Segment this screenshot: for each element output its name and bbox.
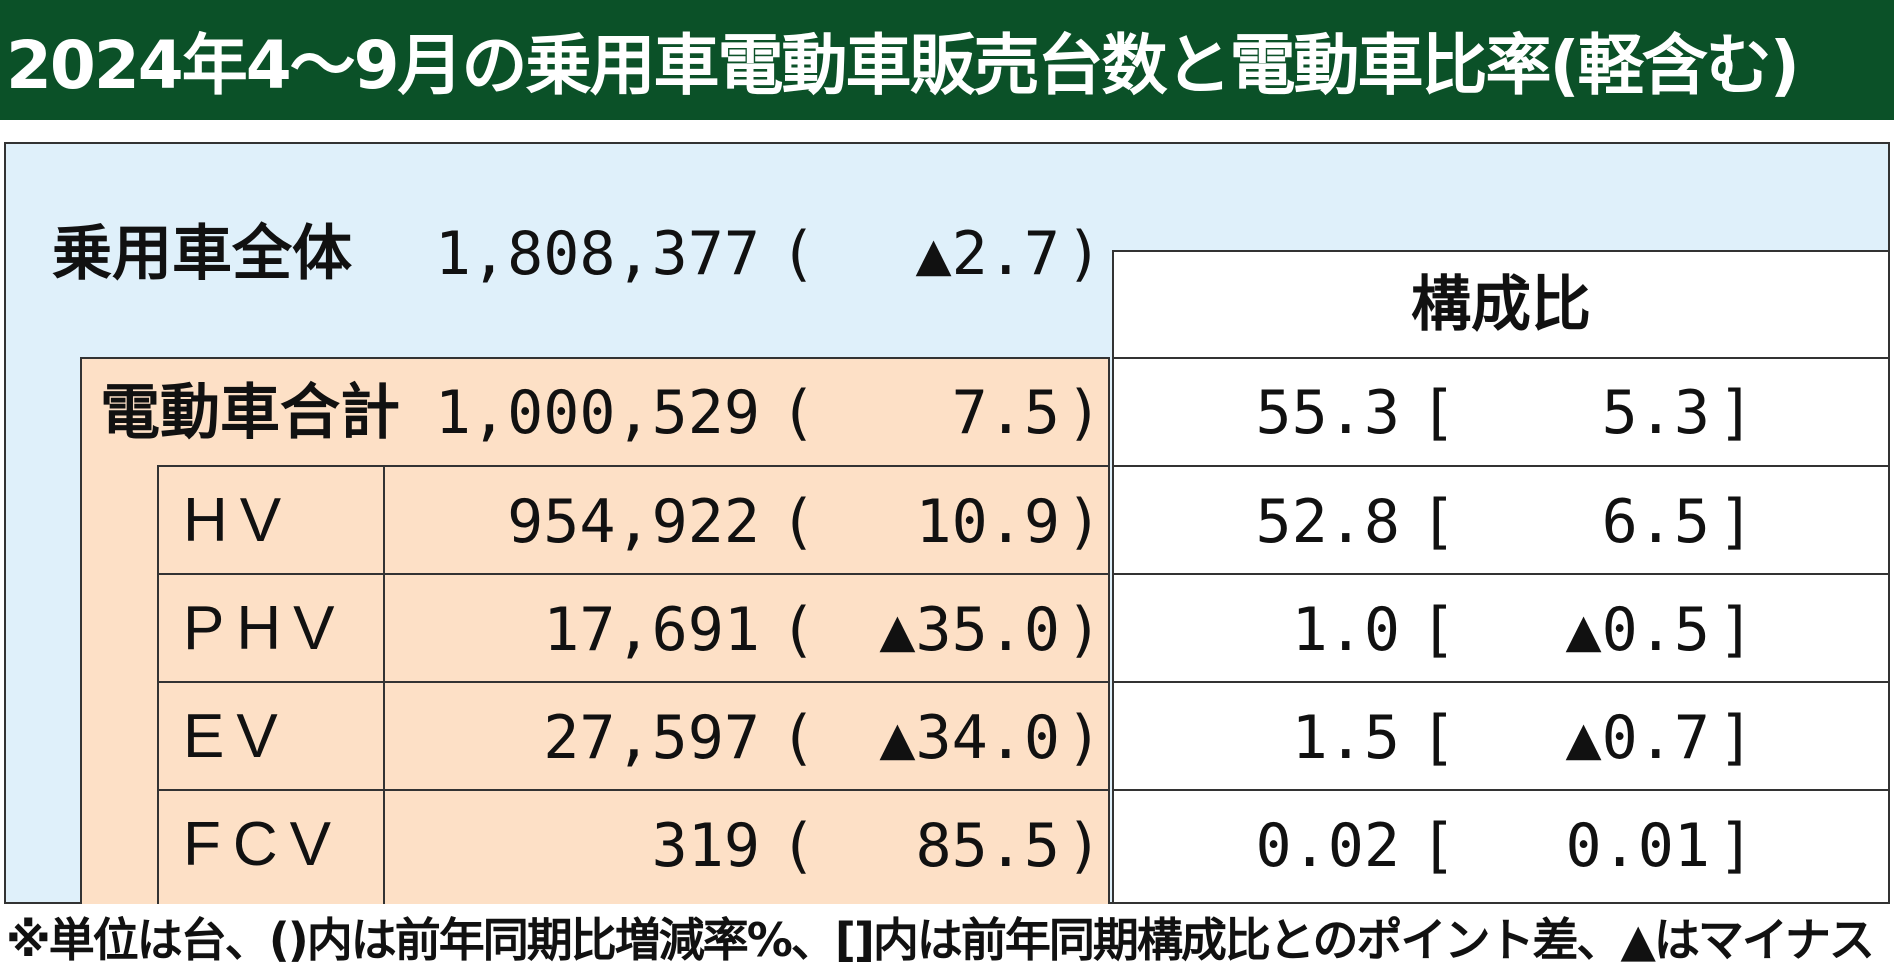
composition-ratio-table	[1112, 250, 1890, 904]
footnote: ※単位は台、()内は前年同期比増減率%、[]内は前年同期構成比とのポイント差、▲…	[6, 905, 1890, 969]
row-share-ev: 1.5	[1291, 703, 1400, 773]
row-share-hv: 52.8	[1255, 487, 1401, 557]
ratio-header-divider	[1112, 357, 1890, 359]
row-share-phv: 1.0	[1291, 595, 1400, 665]
electric-total-share: 55.3	[1255, 378, 1401, 448]
bracket-open: [	[1420, 703, 1457, 773]
ratio-row-divider	[1112, 465, 1890, 467]
row-yoy-phv: ▲35.0	[879, 595, 1060, 665]
bracket-open: [	[1420, 378, 1457, 448]
total-label: 乗用車全体	[52, 219, 352, 289]
paren-open: (	[780, 703, 817, 773]
bracket-open: [	[1420, 811, 1457, 881]
paren-open: (	[780, 487, 817, 557]
row-yoy-ev: ▲34.0	[879, 703, 1060, 773]
total-paren-close: )	[1066, 219, 1103, 289]
total-yoy: ▲2.7	[915, 219, 1061, 289]
row-share-diff-ev: ▲0.7	[1565, 703, 1711, 773]
bracket-open: [	[1420, 487, 1457, 557]
total-units: 1,808,377	[434, 219, 760, 289]
bracket-close: ]	[1718, 595, 1755, 665]
ratio-row-divider	[1112, 681, 1890, 683]
electric-vehicle-section	[80, 357, 1110, 904]
paren-close: )	[1066, 595, 1103, 665]
row-label-hv: HV	[183, 486, 294, 555]
paren-open: (	[780, 595, 817, 665]
title-text: 2024年4〜9月の乗用車電動車販売台数と電動車比率(軽含む)	[6, 27, 1800, 104]
row-yoy-fcv: 85.5	[915, 811, 1061, 881]
electric-total-units: 1,000,529	[434, 378, 760, 448]
row-divider	[157, 681, 1110, 683]
paren-open: (	[780, 811, 817, 881]
row-units-fcv: 319	[651, 811, 760, 881]
ratio-row-divider	[1112, 789, 1890, 791]
row-share-diff-fcv: 0.01	[1565, 811, 1711, 881]
ratio-header: 構成比	[1411, 270, 1591, 340]
ratio-row-divider	[1112, 573, 1890, 575]
page-title: 2024年4〜9月の乗用車電動車販売台数と電動車比率(軽含む)	[0, 0, 1894, 120]
total-paren-open: (	[780, 219, 817, 289]
paren-close: )	[1066, 703, 1103, 773]
row-units-hv: 954,922	[507, 487, 760, 557]
row-units-phv: 17,691	[543, 595, 760, 665]
bracket-close: ]	[1718, 487, 1755, 557]
row-divider	[157, 573, 1110, 575]
row-yoy-hv: 10.9	[915, 487, 1061, 557]
bracket-open: [	[1420, 595, 1457, 665]
footnote-text: ※単位は台、()内は前年同期比増減率%、[]内は前年同期構成比とのポイント差、▲…	[6, 913, 1875, 967]
row-label-phv: PHV	[183, 594, 347, 663]
electric-total-yoy: 7.5	[951, 378, 1060, 448]
row-label-ev: EV	[183, 702, 290, 771]
row-share-diff-hv: 6.5	[1601, 487, 1710, 557]
row-divider	[157, 789, 1110, 791]
paren-close: )	[1066, 487, 1103, 557]
row-divider	[157, 465, 1110, 467]
electric-total-label: 電動車合計	[100, 378, 400, 448]
row-units-ev: 27,597	[543, 703, 760, 773]
paren-close: )	[1066, 811, 1103, 881]
row-share-diff-phv: ▲0.5	[1565, 595, 1711, 665]
electric-breakdown-table	[157, 465, 1112, 904]
bracket-close: ]	[1718, 703, 1755, 773]
bracket-close: ]	[1718, 378, 1755, 448]
paren-open: (	[780, 378, 817, 448]
row-share-fcv: 0.02	[1255, 811, 1401, 881]
paren-close: )	[1066, 378, 1103, 448]
row-label-fcv: FCV	[183, 810, 343, 879]
column-divider	[383, 465, 385, 904]
electric-total-share-diff: 5.3	[1601, 378, 1710, 448]
bracket-close: ]	[1718, 811, 1755, 881]
